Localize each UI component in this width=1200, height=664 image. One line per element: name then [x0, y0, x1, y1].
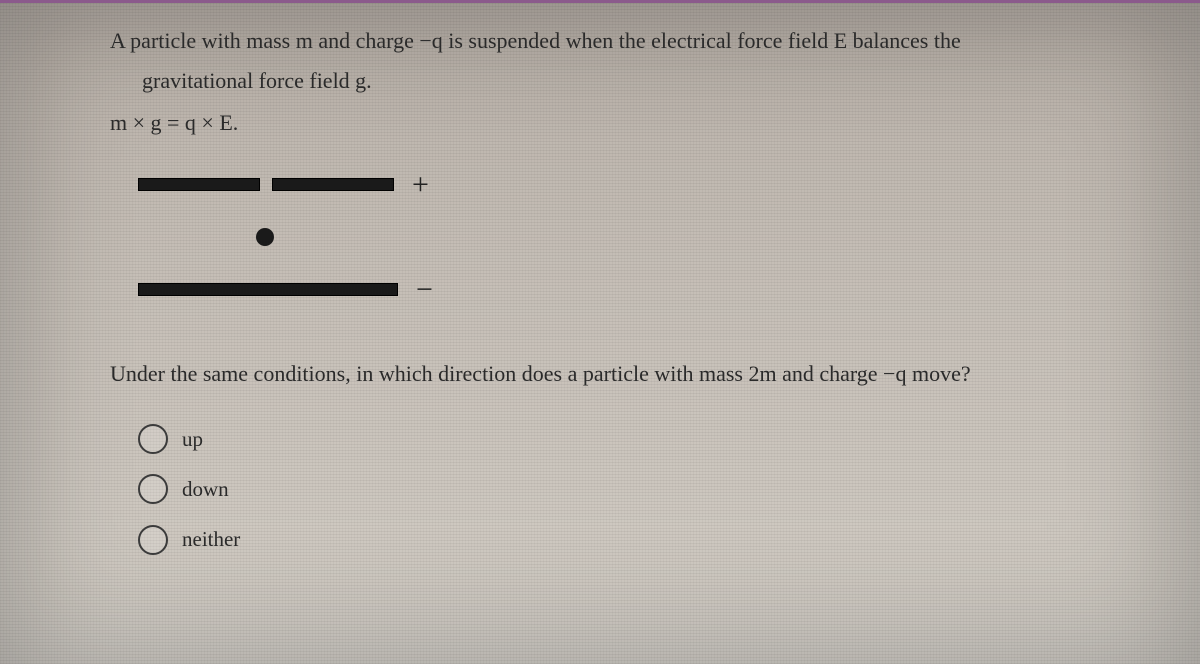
- top-plate-left: [138, 178, 260, 191]
- option-label: up: [182, 424, 203, 454]
- radio-icon[interactable]: [138, 424, 168, 454]
- top-plate-row: +: [138, 163, 1090, 207]
- radio-icon[interactable]: [138, 474, 168, 504]
- question-text: Under the same conditions, in which dire…: [110, 358, 1090, 390]
- bottom-plate: [138, 283, 398, 296]
- particle-row: [256, 228, 1090, 246]
- radio-icon[interactable]: [138, 525, 168, 555]
- option-label: down: [182, 474, 229, 504]
- intro-text-line2: gravitational force field g.: [142, 65, 1090, 97]
- option-neither[interactable]: neither: [138, 524, 1090, 554]
- content-area: A particle with mass m and charge −q is …: [0, 3, 1200, 595]
- options-group: up down neither: [138, 424, 1090, 555]
- quiz-screen: A particle with mass m and charge −q is …: [0, 0, 1200, 664]
- option-down[interactable]: down: [138, 474, 1090, 504]
- option-up[interactable]: up: [138, 424, 1090, 454]
- capacitor-diagram: + −: [138, 163, 1090, 312]
- minus-icon: −: [416, 268, 433, 312]
- option-label: neither: [182, 524, 240, 554]
- intro-text-line1: A particle with mass m and charge −q is …: [110, 25, 1090, 57]
- bottom-plate-row: −: [138, 268, 1090, 312]
- top-plate-right: [272, 178, 394, 191]
- plus-icon: +: [412, 163, 429, 207]
- particle-dot-icon: [256, 228, 274, 246]
- equation-text: m × g = q × E.: [110, 107, 1090, 139]
